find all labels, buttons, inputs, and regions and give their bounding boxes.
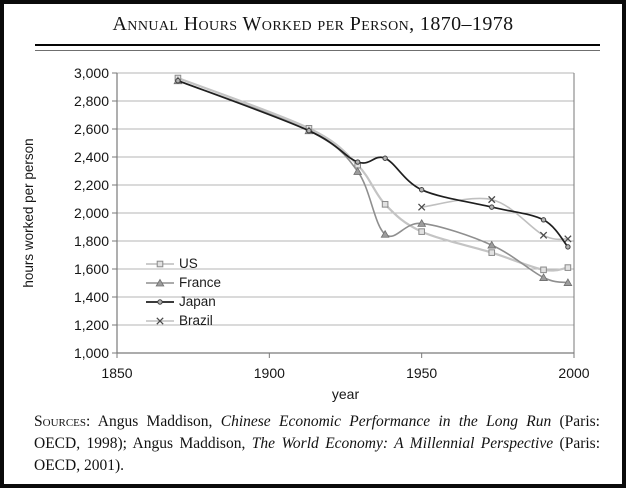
brazil-line-marker-icon xyxy=(146,316,174,325)
marker-japan xyxy=(565,244,571,250)
series-japan xyxy=(175,78,571,250)
marker-us xyxy=(418,228,425,235)
marker-japan xyxy=(306,127,312,134)
marker-france xyxy=(353,167,363,175)
us-line-marker-icon xyxy=(146,260,174,267)
marker-japan xyxy=(354,159,361,165)
series-brazil xyxy=(418,195,572,243)
marker-brazil xyxy=(539,231,548,239)
legend-label-japan: Japan xyxy=(179,294,216,309)
legend-label-us: US xyxy=(179,256,198,271)
france-line-marker-icon xyxy=(146,278,174,286)
series-us xyxy=(174,74,572,274)
figure-title: Annual Hours Worked per Person, 1870–197… xyxy=(112,13,514,35)
marker-brazil xyxy=(488,195,496,204)
y-tick-label: 2,400 xyxy=(74,149,109,165)
chart-legend: US France Japan Brazil xyxy=(145,254,221,330)
series-line-brazil xyxy=(421,197,569,241)
series-france xyxy=(173,76,573,286)
y-tick-label: 2,000 xyxy=(74,205,109,221)
annual-hours-chart: 1,000 1,200 1,400 1,600 1,800 2,000 2,200 2,400… xyxy=(21,65,590,402)
marker-france xyxy=(417,218,427,227)
y-tick-label: 2,800 xyxy=(74,93,109,109)
marker-us xyxy=(540,266,547,274)
y-tick-label: 2,600 xyxy=(74,121,109,137)
y-tick-label: 2,200 xyxy=(74,177,109,193)
legend-marker-france xyxy=(155,278,165,286)
x-axis-title: year xyxy=(332,386,360,402)
sources-segment: Angus Maddison, xyxy=(90,413,221,430)
marker-france xyxy=(539,273,549,281)
marker-france xyxy=(487,240,497,249)
marker-japan xyxy=(175,78,181,84)
y-tick-label: 1,200 xyxy=(74,317,109,333)
marker-us xyxy=(564,264,572,271)
marker-us xyxy=(488,249,496,256)
series-line-us xyxy=(177,77,569,272)
y-axis-title: hours worked per person xyxy=(21,138,36,287)
x-tick-label: 2000 xyxy=(558,365,589,381)
legend-marker-japan xyxy=(157,298,163,305)
legend-item-us: US xyxy=(145,254,221,273)
y-tick-label: 1,000 xyxy=(74,345,109,361)
sources-segment: The World Economy: A Millennial Perspect… xyxy=(251,435,554,452)
legend-marker-brazil xyxy=(156,316,164,325)
marker-japan xyxy=(418,187,425,193)
y-tick-label: 1,400 xyxy=(74,289,109,305)
legend-item-brazil: Brazil xyxy=(145,311,221,330)
marker-france xyxy=(563,278,573,286)
marker-brazil xyxy=(564,235,572,243)
sources-segment: (Paris: OECD, 2001). xyxy=(34,435,601,474)
y-tick-label: 1,800 xyxy=(74,233,109,249)
x-tick-label: 1900 xyxy=(254,365,285,381)
sources-segment: Sources: xyxy=(34,413,91,430)
series-line-france xyxy=(177,79,569,284)
x-tick-label: 1950 xyxy=(406,365,437,381)
legend-label-brazil: Brazil xyxy=(179,313,213,328)
series-line-japan xyxy=(177,79,569,248)
marker-us xyxy=(381,201,389,208)
x-tick-label: 1850 xyxy=(101,365,132,381)
marker-japan xyxy=(540,217,547,223)
marker-japan xyxy=(489,204,495,210)
marker-brazil xyxy=(418,203,426,211)
marker-france xyxy=(380,229,390,238)
legend-item-france: France xyxy=(145,273,221,292)
legend-label-france: France xyxy=(179,275,222,290)
y-tick-label: 3,000 xyxy=(74,65,109,81)
sources-segment: Chinese Economic Performance in the Long… xyxy=(220,413,552,430)
marker-japan xyxy=(382,155,388,161)
title-rule xyxy=(35,44,600,51)
legend-marker-us xyxy=(156,260,164,267)
legend-item-japan: Japan xyxy=(145,292,221,311)
sources-note: Sources: Angus Maddison, Chinese Economi… xyxy=(34,411,600,477)
y-tick-label: 1,600 xyxy=(74,261,109,277)
sources-segment: (Paris: OECD, 1998); Angus Maddison, xyxy=(34,413,600,452)
japan-line-marker-icon xyxy=(146,298,174,305)
